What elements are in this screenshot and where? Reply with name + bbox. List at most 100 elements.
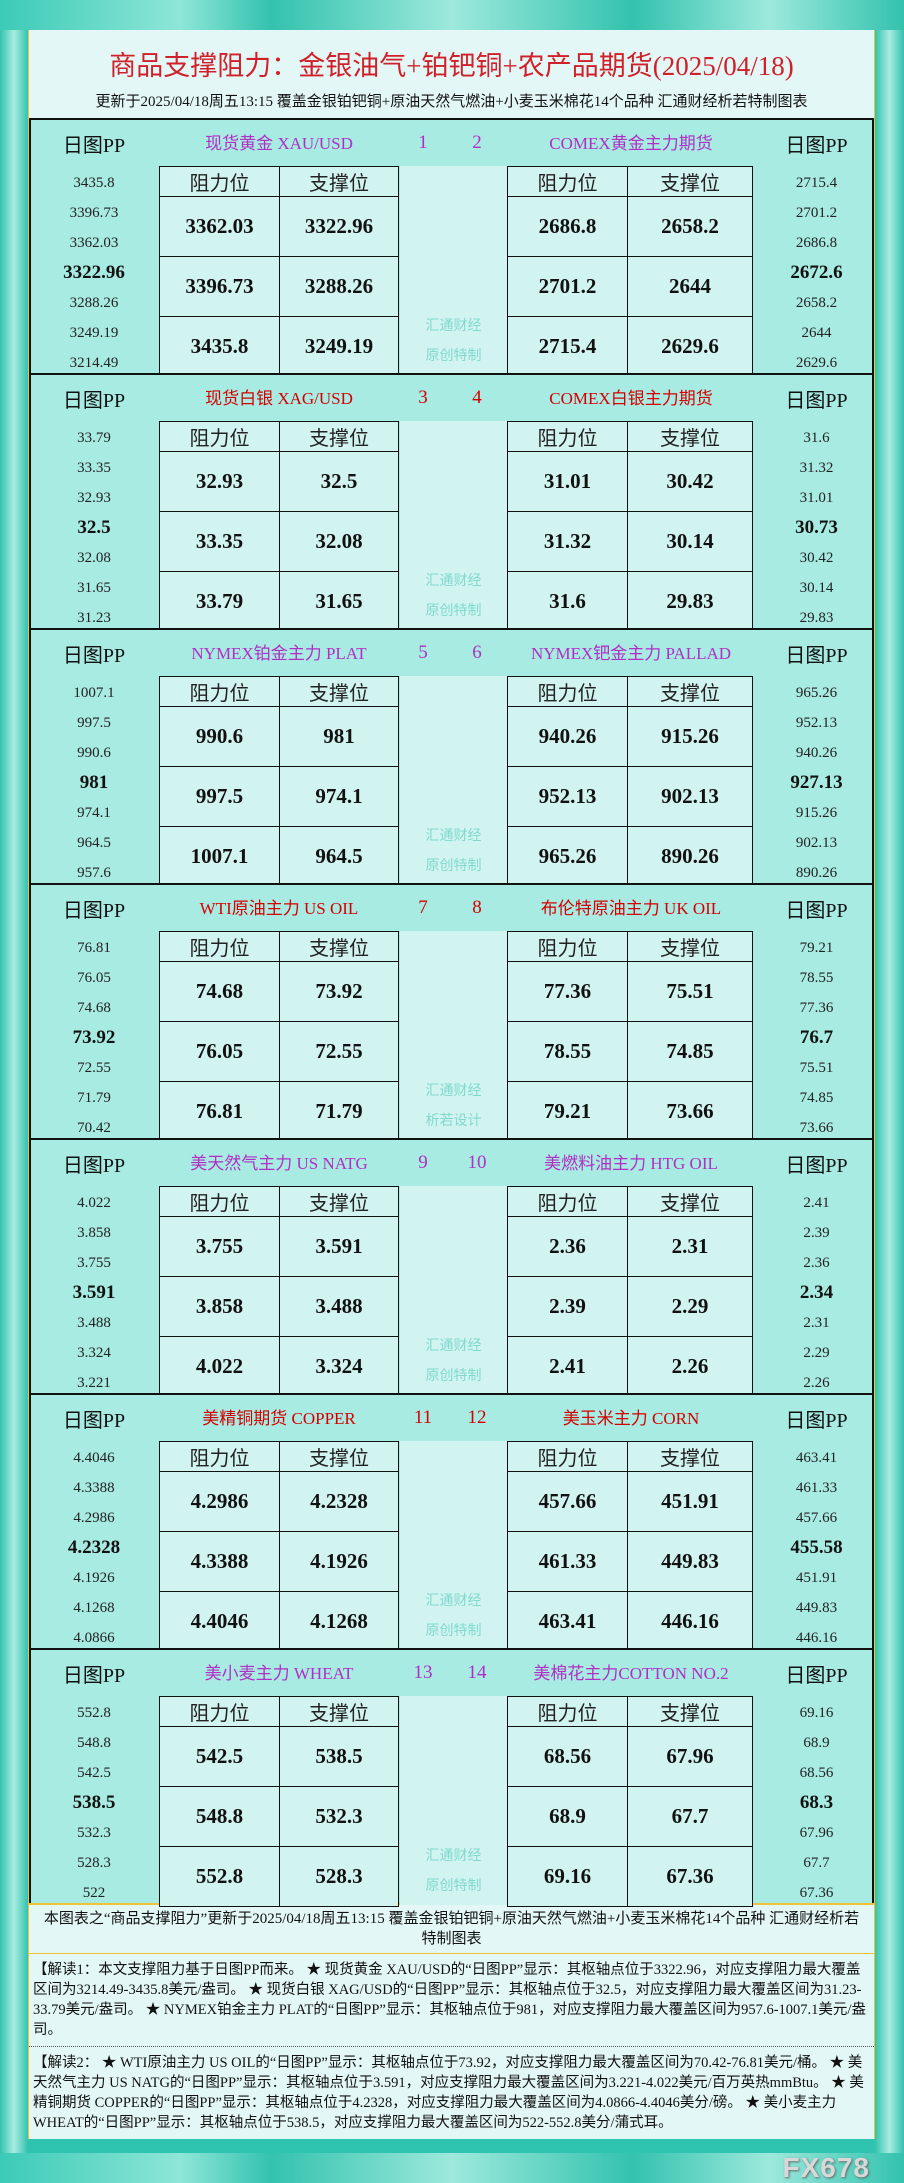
support-header: 支撑位 <box>627 931 753 962</box>
support-value: 902.13 <box>627 766 753 827</box>
resistance-value: 68.9 <box>507 1786 628 1847</box>
watermark: 原创特制 <box>425 349 482 364</box>
resistance-header: 阻力位 <box>507 421 628 452</box>
pp-level: 957.6 <box>77 864 111 881</box>
instrument-name: COMEX黄金主力期货 <box>549 133 713 153</box>
watermark: 汇通财经 <box>425 829 482 844</box>
pp-level: 1007.1 <box>73 684 115 701</box>
watermark: 汇通财经 <box>425 1339 482 1354</box>
pp-level: 3435.8 <box>73 174 115 191</box>
support-value: 532.3 <box>279 1786 399 1847</box>
support-value: 981 <box>279 706 399 767</box>
resistance-value: 940.26 <box>507 706 628 767</box>
pp-level: 952.13 <box>795 714 838 731</box>
commodity-block: 日图PP WTI原油主力 US OIL 7 8 布伦特原油主力 UK OIL 日图PP 汇通… <box>29 883 874 1142</box>
right-border <box>875 30 904 2153</box>
resistance-value: 4.3388 <box>159 1531 280 1592</box>
support-value: 890.26 <box>627 826 753 887</box>
pp-label: 日图PP <box>785 899 848 922</box>
pp-level: 890.26 <box>795 864 838 881</box>
pivot-point: 3.591 <box>72 1282 116 1303</box>
resistance-value: 31.32 <box>507 511 628 572</box>
support-value: 3.591 <box>279 1216 399 1277</box>
resistance-header: 阻力位 <box>507 1441 628 1472</box>
watermark: 原创特制 <box>425 1369 482 1384</box>
pp-level: 32.08 <box>77 549 111 566</box>
resistance-value: 463.41 <box>507 1591 628 1652</box>
instrument-name: 美燃料油主力 HTG OIL <box>544 1153 718 1173</box>
resistance-header: 阻力位 <box>159 1696 280 1727</box>
instrument-number: 10 <box>467 1152 487 1173</box>
watermark: 原创特制 <box>425 859 482 874</box>
pp-level: 528.3 <box>77 1854 111 1871</box>
instrument-name: 美小麦主力 WHEAT <box>204 1663 354 1683</box>
resistance-value: 952.13 <box>507 766 628 827</box>
resistance-value: 552.8 <box>159 1846 280 1907</box>
pivot-point: 30.73 <box>795 517 838 538</box>
pp-level: 3.488 <box>77 1314 111 1331</box>
blocks-container: 日图PP 现货黄金 XAU/USD 1 2 COMEX黄金主力期货 日图PP 汇通财经 原创特… <box>29 118 874 1907</box>
pivot-point: 538.5 <box>72 1792 116 1813</box>
pp-level: 3362.03 <box>69 234 119 251</box>
chart-content: 商品支撑阻力：金银油气+铂钯铜+农产品期货(2025/04/18) 更新于202… <box>28 30 875 2139</box>
footer-note: 本图表之“商品支撑阻力”更新于2025/04/18周五13:15 覆盖金银铂钯铜… <box>29 1903 874 1953</box>
resistance-header: 阻力位 <box>507 166 628 197</box>
pp-level: 4.3388 <box>73 1479 115 1496</box>
pp-level: 457.66 <box>795 1509 838 1526</box>
pivot-point: 76.7 <box>799 1027 834 1048</box>
resistance-value: 31.6 <box>507 571 628 632</box>
pp-level: 2.29 <box>803 1344 830 1361</box>
resistance-value: 2686.8 <box>507 196 628 257</box>
resistance-value: 990.6 <box>159 706 280 767</box>
resistance-header: 阻力位 <box>159 931 280 962</box>
pp-level: 997.5 <box>77 714 111 731</box>
instrument-name: 现货黄金 XAU/USD <box>205 133 353 153</box>
support-header: 支撑位 <box>279 1186 399 1217</box>
pp-level: 461.33 <box>795 1479 838 1496</box>
pp-level: 68.9 <box>803 1734 830 1751</box>
support-value: 73.92 <box>279 961 399 1022</box>
pp-level: 4.0866 <box>73 1629 115 1646</box>
resistance-value: 79.21 <box>507 1081 628 1142</box>
pp-label: 日图PP <box>62 644 126 667</box>
resistance-value: 69.16 <box>507 1846 628 1907</box>
support-value: 528.3 <box>279 1846 399 1907</box>
pp-level: 72.55 <box>77 1059 111 1076</box>
pp-level: 2.41 <box>803 1194 830 1211</box>
resistance-value: 548.8 <box>159 1786 280 1847</box>
instrument-name: 美玉米主力 CORN <box>562 1408 700 1428</box>
commodity-block: 日图PP 现货黄金 XAU/USD 1 2 COMEX黄金主力期货 日图PP 汇通财经 原创特… <box>29 118 874 377</box>
support-value: 3288.26 <box>279 256 399 317</box>
support-value: 30.14 <box>627 511 753 572</box>
instrument-number: 9 <box>418 1152 428 1173</box>
pivot-point: 3322.96 <box>63 262 125 283</box>
center-column <box>400 1186 507 1395</box>
pp-label: 日图PP <box>785 134 848 157</box>
pp-level: 2.26 <box>803 1374 830 1391</box>
resistance-value: 77.36 <box>507 961 628 1022</box>
pp-level: 2701.2 <box>795 204 838 221</box>
support-value: 67.96 <box>627 1726 753 1787</box>
resistance-header: 阻力位 <box>507 1696 628 1727</box>
resistance-value: 965.26 <box>507 826 628 887</box>
support-value: 2658.2 <box>627 196 753 257</box>
support-value: 73.66 <box>627 1081 753 1142</box>
pp-level: 532.3 <box>77 1824 111 1841</box>
pivot-point: 2.34 <box>799 1282 834 1303</box>
pp-level: 29.83 <box>799 609 834 626</box>
resistance-value: 2.41 <box>507 1336 628 1397</box>
instrument-name: 美棉花主力COTTON NO.2 <box>533 1663 729 1683</box>
resistance-value: 1007.1 <box>159 826 280 887</box>
pp-level: 463.41 <box>795 1449 838 1466</box>
support-header: 支撑位 <box>627 1441 753 1472</box>
support-header: 支撑位 <box>279 421 399 452</box>
pp-level: 2.39 <box>803 1224 830 1241</box>
support-value: 30.42 <box>627 451 753 512</box>
pp-level: 940.26 <box>795 744 838 761</box>
support-value: 74.85 <box>627 1021 753 1082</box>
instrument-number: 4 <box>472 387 482 408</box>
pivot-point: 2672.6 <box>790 262 843 283</box>
support-header: 支撑位 <box>627 1186 753 1217</box>
commodity-block: 日图PP 美天然气主力 US NATG 9 10 美燃料油主力 HTG OIL 日图PP 汇… <box>29 1138 874 1397</box>
center-column <box>400 931 507 1140</box>
